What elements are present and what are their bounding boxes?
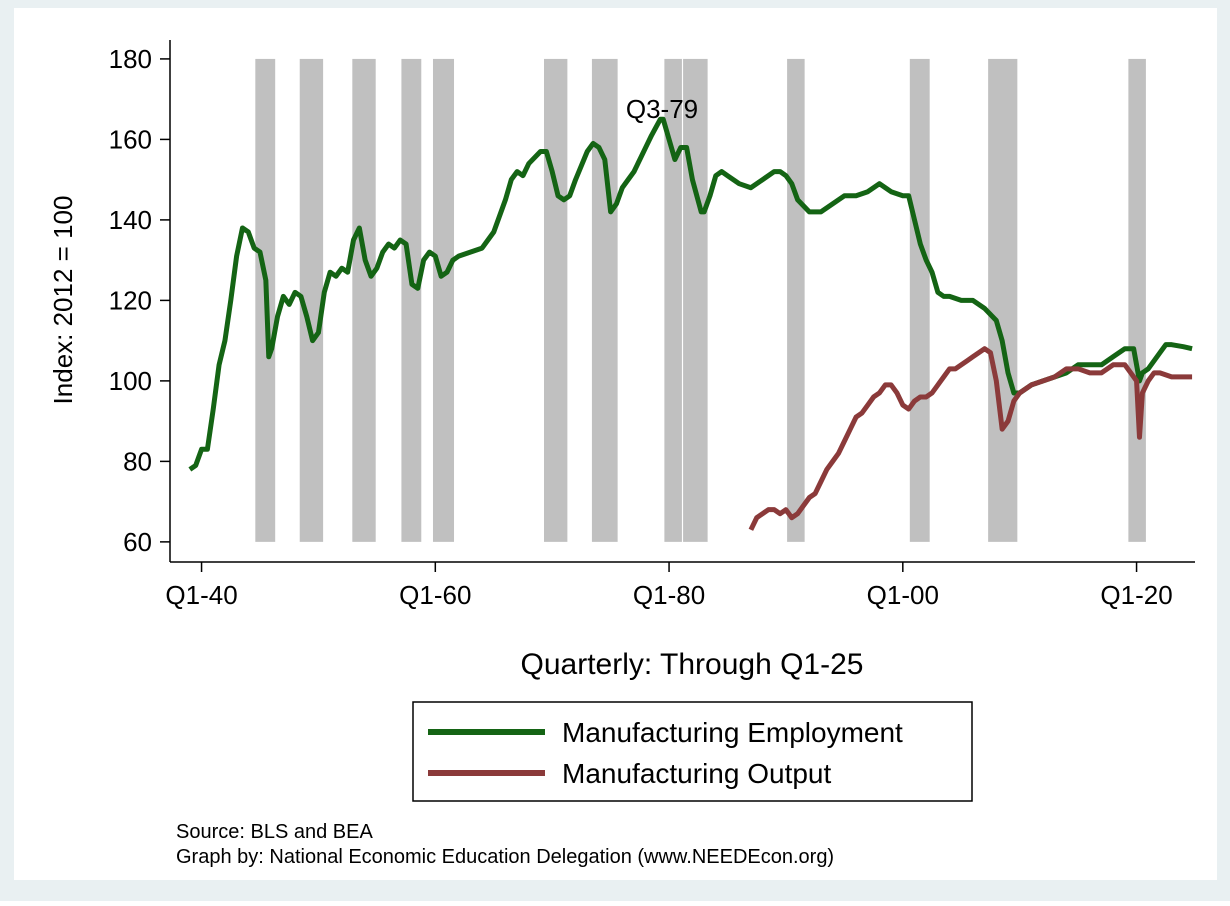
x-tick-label: Q1-40 [165, 580, 237, 610]
y-tick-label: 80 [123, 446, 152, 476]
y-tick-label: 120 [109, 285, 152, 315]
y-tick-label: 60 [123, 527, 152, 557]
plot-area [160, 40, 1195, 572]
recession-band [664, 58, 682, 542]
recession-band [544, 58, 568, 542]
x-tick-label: Q1-80 [633, 580, 705, 610]
y-tick-label: 160 [109, 124, 152, 154]
x-tick-label: Q1-00 [867, 580, 939, 610]
note: Graph by: National Economic Education De… [176, 846, 834, 868]
y-tick-label: 100 [109, 366, 152, 396]
x-tick-label: Q1-20 [1100, 580, 1172, 610]
legend-label: Manufacturing Employment [562, 717, 903, 748]
y-axis-label: Index: 2012 = 100 [48, 196, 78, 405]
series-line [748, 346, 1193, 531]
annotation: Q3-79 [626, 94, 698, 124]
note: Source: BLS and BEA [176, 821, 373, 843]
recession-band [299, 58, 324, 542]
recession-band [401, 58, 422, 542]
recession-band [352, 58, 376, 542]
recession-band [1128, 58, 1146, 542]
recession-band [432, 58, 455, 542]
recession-band [591, 58, 618, 542]
y-tick-label: 140 [109, 205, 152, 235]
x-axis-label: Quarterly: Through Q1-25 [521, 648, 864, 681]
recession-band [988, 58, 1018, 542]
y-tick-label: 180 [109, 44, 152, 74]
recession-band [909, 58, 930, 542]
series-line [188, 116, 1193, 472]
recession-band [787, 58, 805, 542]
legend [412, 701, 973, 802]
x-tick-label: Q1-60 [399, 580, 471, 610]
recession-band [683, 58, 708, 542]
legend-label: Manufacturing Output [562, 758, 831, 789]
